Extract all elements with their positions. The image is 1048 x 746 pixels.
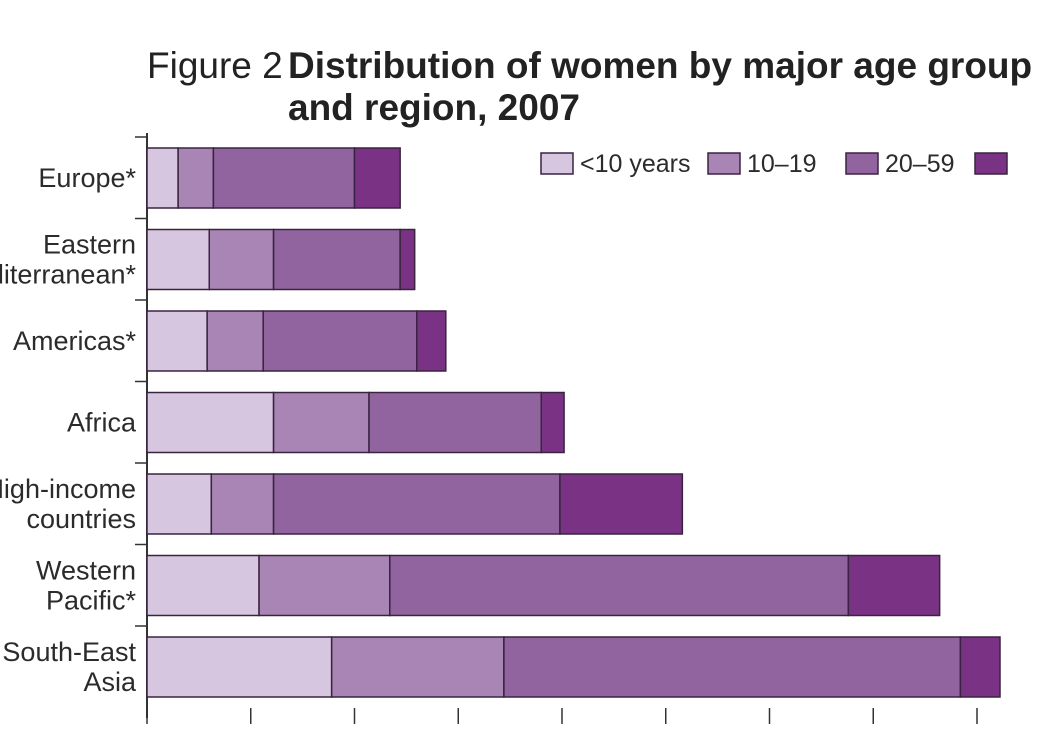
bar-segment-1-3 (400, 230, 415, 290)
bars (147, 148, 1000, 697)
bar-segment-0-1 (178, 148, 213, 208)
bar-segment-3-0 (147, 393, 274, 453)
category-label: Western (36, 556, 136, 586)
category-label: Mediterranean* (0, 260, 136, 290)
category-label: South-East (2, 637, 136, 667)
bar-segment-5-2 (390, 556, 849, 616)
bar-segment-6-3 (960, 637, 1000, 697)
bar-segment-4-0 (147, 474, 211, 534)
category-label: Africa (67, 408, 137, 438)
bar-segment-0-2 (213, 148, 354, 208)
category-label: Asia (83, 667, 137, 697)
bar-segment-6-0 (147, 637, 332, 697)
legend-label-0: <10 years (580, 150, 691, 178)
bar-segment-1-1 (209, 230, 273, 290)
bar-segment-2-2 (263, 311, 417, 371)
bar-segment-3-2 (369, 393, 541, 453)
category-label: Europe* (38, 163, 136, 193)
category-labels: Europe* EasternMediterranean* Americas* Afr… (0, 163, 137, 697)
title-line-2: and region, 2007 (288, 87, 580, 128)
bar-segment-4-3 (560, 474, 682, 534)
legend-swatch-3 (975, 153, 1007, 174)
bar-segment-4-2 (274, 474, 560, 534)
chart-title: Figure 2 Distribution of women by major … (147, 45, 1032, 128)
category-label: Americas* (13, 326, 137, 356)
category-label: countries (26, 504, 136, 534)
category-label: Eastern (43, 230, 136, 260)
bar-segment-2-1 (207, 311, 263, 371)
bar-segment-4-1 (211, 474, 273, 534)
title-prefix: Figure 2 (147, 45, 283, 86)
bar-segment-0-3 (355, 148, 401, 208)
legend-swatch-2 (846, 153, 878, 174)
chart-container: Figure 2 Distribution of women by major … (0, 0, 1048, 746)
legend: <10 years 10–19 20–59 (541, 150, 1007, 178)
bar-segment-3-1 (274, 393, 369, 453)
bar-segment-6-2 (504, 637, 961, 697)
bar-segment-5-1 (259, 556, 390, 616)
legend-swatch-1 (708, 153, 740, 174)
legend-swatch-0 (541, 153, 573, 174)
bar-segment-5-0 (147, 556, 259, 616)
bar-segment-3-3 (541, 393, 564, 453)
bar-segment-2-0 (147, 311, 207, 371)
bar-segment-0-0 (147, 148, 178, 208)
title-line-1: Distribution of women by major age group (288, 45, 1032, 86)
legend-label-2: 20–59 (885, 150, 955, 178)
bar-segment-1-0 (147, 230, 209, 290)
bar-segment-6-1 (332, 637, 504, 697)
legend-label-1: 10–19 (747, 150, 817, 178)
category-label: Pacific* (46, 586, 137, 616)
stacked-bar-chart: Figure 2 Distribution of women by major … (0, 0, 1048, 746)
category-label: High-income (0, 474, 136, 504)
bar-segment-5-3 (848, 556, 939, 616)
bar-segment-1-2 (274, 230, 401, 290)
bar-segment-2-3 (417, 311, 446, 371)
